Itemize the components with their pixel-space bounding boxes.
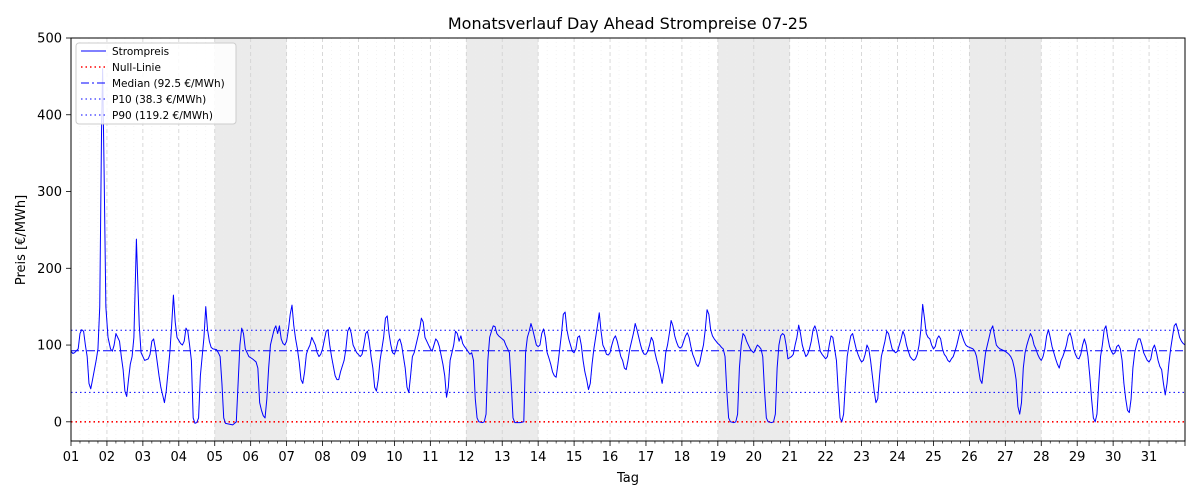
weekend-band [969, 38, 1042, 441]
legend-label: Median (92.5 €/MWh) [112, 78, 225, 90]
x-tick-label: 01 [63, 450, 80, 465]
y-tick-label: 300 [37, 185, 62, 200]
legend-label: P90 (119.2 €/MWh) [112, 110, 213, 122]
y-tick-label: 500 [37, 32, 62, 47]
x-tick-label: 23 [853, 450, 870, 465]
weekend-shading [214, 38, 1042, 441]
x-tick-label: 07 [278, 450, 295, 465]
legend-label: Strompreis [112, 46, 169, 58]
x-tick-label: 14 [530, 450, 547, 465]
y-tick-label: 200 [37, 262, 62, 277]
legend-label: Null-Linie [112, 62, 161, 74]
x-tick-label: 22 [817, 450, 834, 465]
x-tick-label: 21 [781, 450, 798, 465]
x-tick-label: 25 [925, 450, 942, 465]
x-tick-label: 24 [889, 450, 906, 465]
x-tick-label: 28 [1033, 450, 1050, 465]
y-tick-label: 100 [37, 339, 62, 354]
x-tick-label: 08 [314, 450, 331, 465]
series-line-strompreis [70, 68, 1186, 426]
x-tick-label: 18 [674, 450, 691, 465]
x-tick-label: 11 [422, 450, 439, 465]
x-tick-label: 06 [242, 450, 259, 465]
x-tick-label: 10 [386, 450, 403, 465]
x-tick-label: 26 [961, 450, 978, 465]
weekend-band [466, 38, 539, 441]
x-tick-label: 16 [602, 450, 619, 465]
reference-lines [71, 329, 1185, 423]
weekend-band [717, 38, 790, 441]
y-tick-label: 400 [37, 108, 62, 123]
legend: Strompreis Null-Linie Median (92.5 €/MWh) P… [75, 42, 237, 125]
x-tick-label: 12 [458, 450, 475, 465]
x-tick-label: 15 [566, 450, 583, 465]
chart-title: Monatsverlauf Day Ahead Strompreise 07-2… [448, 14, 808, 33]
x-tick-label: 05 [206, 450, 223, 465]
y-axis-ticks: 0 100 200 300 400 500 [37, 32, 71, 430]
x-tick-label: 31 [1141, 450, 1158, 465]
x-axis-ticks: 01 02 03 04 05 06 07 08 09 10 11 12 13 14 15 16 17 18 19 20… [63, 441, 1186, 465]
y-axis-title: Preis [€/MWh] [14, 195, 29, 285]
legend-box [75, 42, 237, 125]
legend-label: P10 (38.3 €/MWh) [112, 94, 206, 106]
y-tick-label: 0 [54, 415, 62, 430]
x-tick-label: 27 [997, 450, 1014, 465]
x-tick-label: 03 [135, 450, 152, 465]
x-tick-label: 09 [350, 450, 367, 465]
x-tick-label: 02 [99, 450, 116, 465]
series-lines [70, 68, 1186, 426]
x-tick-label: 29 [1069, 450, 1086, 465]
x-tick-label: 20 [746, 450, 763, 465]
x-tick-label: 04 [171, 450, 188, 465]
x-tick-label: 19 [710, 450, 727, 465]
x-axis-title: Tag [616, 471, 639, 486]
x-tick-label: 30 [1105, 450, 1122, 465]
x-tick-label: 13 [494, 450, 511, 465]
x-tick-label: 17 [638, 450, 655, 465]
